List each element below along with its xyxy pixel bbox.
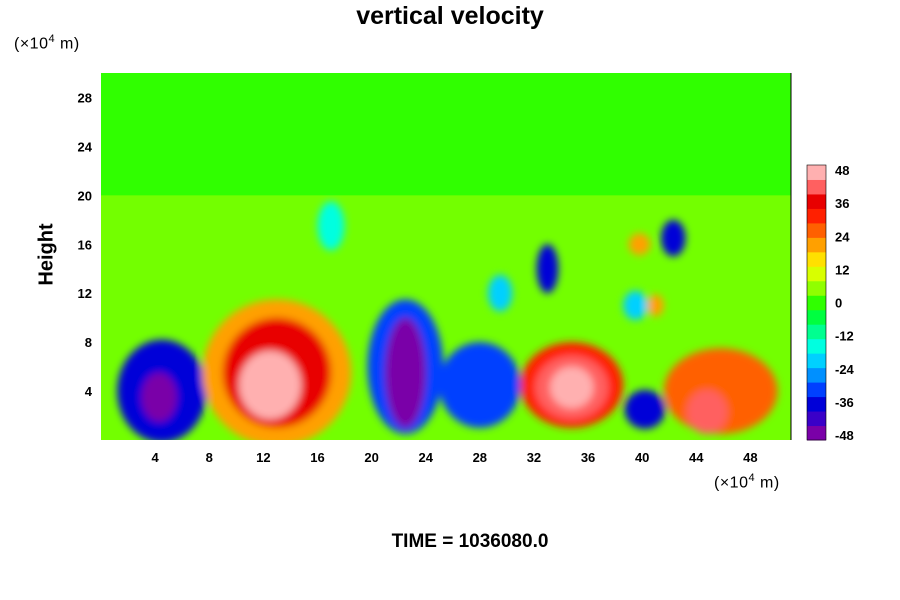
x-tick-label: 36 xyxy=(581,450,595,465)
colorbar-swatch xyxy=(807,295,826,311)
colorbar-swatch xyxy=(807,193,826,209)
contour-region-11 xyxy=(624,389,666,429)
chart-title: vertical velocity xyxy=(356,2,544,30)
x-tick-label: 40 xyxy=(635,450,649,465)
x-tick-label: 32 xyxy=(527,450,541,465)
colorbar-swatch xyxy=(807,280,826,296)
x-tick-label: 12 xyxy=(256,450,270,465)
y-tick-label: 16 xyxy=(78,237,92,252)
colorbar-tick-label: -48 xyxy=(835,428,854,443)
colorbar-tick-label: 0 xyxy=(835,296,842,311)
y-tick-label: 28 xyxy=(78,90,92,105)
colorbar-tick-label: 48 xyxy=(835,163,849,178)
y-tick-label: 12 xyxy=(78,286,92,301)
contour-region-14 xyxy=(536,244,559,294)
colorbar-tick-label: -36 xyxy=(835,395,854,410)
y-tick-label: 20 xyxy=(78,188,92,203)
x-tick-label: 8 xyxy=(206,450,213,465)
colorbar-border xyxy=(806,164,827,441)
colorbar-tick-label: 36 xyxy=(835,196,849,211)
colorbar-swatch xyxy=(807,353,826,369)
x-tick-label: 28 xyxy=(473,450,487,465)
colorbar-swatch xyxy=(807,251,826,267)
y-tick-label: 24 xyxy=(78,139,93,154)
contour-region-20 xyxy=(647,294,664,317)
colorbar-swatch xyxy=(807,367,826,383)
contour-region-16 xyxy=(487,274,513,312)
colorbar-swatch xyxy=(807,165,826,180)
contour-region-1 xyxy=(141,372,177,422)
colorbar-swatch xyxy=(807,237,826,253)
colorbar-tick-label: -24 xyxy=(835,362,855,377)
y-axis-unit: (×104 m) xyxy=(14,33,80,53)
x-axis-ticks: 4 8 12 16 20 24 28 32 36 40 44 48 xyxy=(152,450,758,465)
contour-region-10 xyxy=(550,366,594,409)
colorbar-swatch xyxy=(807,208,826,224)
contour-region-19 xyxy=(628,233,651,256)
colorbar-swatch xyxy=(807,382,826,398)
x-tick-label: 16 xyxy=(310,450,324,465)
x-tick-label: 44 xyxy=(689,450,704,465)
colorbar-swatch xyxy=(807,266,826,282)
y-tick-label: 4 xyxy=(85,384,93,399)
colorbar-tick-label: 24 xyxy=(835,229,850,244)
x-tick-label: 4 xyxy=(152,450,160,465)
colorbar-swatch xyxy=(807,425,826,441)
colorbar-swatch xyxy=(807,411,826,427)
contour-region-7 xyxy=(439,342,521,428)
contour-region-13 xyxy=(686,389,728,434)
colorbar-swatch xyxy=(807,179,826,195)
colorbar-swatch xyxy=(807,324,826,340)
contour-region-15 xyxy=(661,219,686,257)
colorbar-swatch xyxy=(807,222,826,238)
x-tick-label: 48 xyxy=(743,450,757,465)
contour-region-18 xyxy=(317,201,345,251)
contour-region-4 xyxy=(239,350,302,420)
x-tick-label: 20 xyxy=(364,450,378,465)
y-axis-ticks: 4 8 12 16 20 24 28 xyxy=(78,90,93,399)
colorbar-swatch xyxy=(807,396,826,412)
time-label: TIME = 1036080.0 xyxy=(391,531,549,552)
colorbar-tick-label: -12 xyxy=(835,329,854,344)
colorbar-swatch xyxy=(807,338,826,354)
x-tick-label: 24 xyxy=(418,450,433,465)
contour-region-17 xyxy=(623,290,648,321)
colorbar-swatch xyxy=(807,309,826,325)
colorbar: 48 36 24 12 0 -12 -24 -36 -48 xyxy=(806,163,855,443)
plot-area xyxy=(101,73,792,440)
y-tick-label: 8 xyxy=(85,335,92,350)
colorbar-tick-label: 12 xyxy=(835,262,849,277)
contour-region-6 xyxy=(385,317,426,428)
x-axis-unit: (×104 m) xyxy=(714,472,780,492)
